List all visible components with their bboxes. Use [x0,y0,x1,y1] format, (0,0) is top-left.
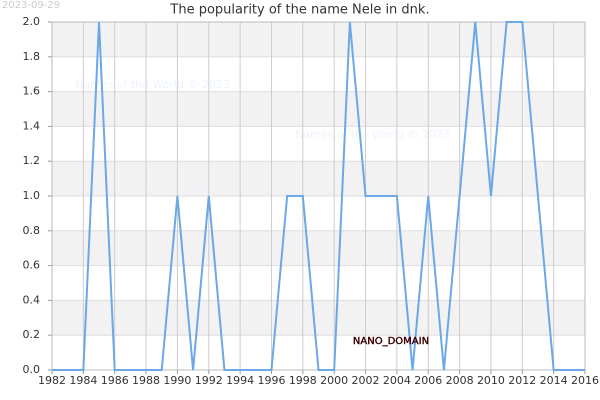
watermark: Names of the World © 2023 [135,178,290,191]
x-tick-label: 2016 [571,374,599,387]
x-tick-label: 1988 [132,374,160,387]
x-tick-label: 1992 [195,374,223,387]
grid-band [52,91,585,127]
y-tick-label: 2.0 [23,15,41,28]
y-tick-label: 0.4 [23,293,41,306]
x-tick-label: 2002 [352,374,380,387]
y-tick-label: 0.8 [23,224,41,237]
plot-bands [52,22,585,336]
x-tick-label: 2008 [446,374,474,387]
x-tick-label: 2000 [320,374,348,387]
y-tick-label: 0.2 [23,328,41,341]
x-tick-label: 1990 [163,374,191,387]
x-tick-label: 1982 [38,374,66,387]
x-tick-label: 2014 [540,374,568,387]
x-tick-label: 1998 [289,374,317,387]
date-stamp: 2023-09-29 [2,0,60,11]
grid-band [52,22,585,57]
y-tick-label: 1.8 [23,50,41,63]
x-tick-label: 2004 [383,374,411,387]
x-tick-label: 1996 [257,374,285,387]
x-tick-label: 2012 [508,374,536,387]
x-tick-label: 1986 [101,374,129,387]
grid-band [52,300,585,336]
grid-band [52,161,585,196]
chart-title: The popularity of the name Nele in dnk. [169,3,429,18]
y-tick-label: 0.6 [23,259,41,272]
y-tick-label: 1.4 [23,119,41,132]
x-tick-label: 1994 [226,374,254,387]
watermark: Names of the World © 2023 [295,128,450,141]
grid-band [52,230,585,266]
y-tick-label: 1.2 [23,154,41,167]
x-tick-label: 1984 [69,374,97,387]
x-tick-label: 2006 [414,374,442,387]
annotation: NANO_DOMAIN [353,336,429,347]
x-tick-label: 2010 [477,374,505,387]
data-line [52,21,585,371]
y-tick-label: 1.0 [23,189,41,202]
y-tick-label: 1.6 [23,85,41,98]
y-tick-label: 0.0 [23,363,41,376]
watermark: Names of the World © 2023 [75,78,230,91]
